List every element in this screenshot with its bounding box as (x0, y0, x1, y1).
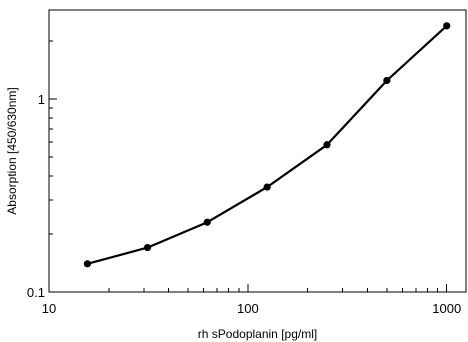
x-axis-label: rh sPodoplanin [pg/ml] (198, 327, 317, 341)
series (83, 22, 451, 268)
x-tick-label: 10 (42, 301, 56, 316)
plot-frame (48, 9, 467, 293)
data-point (203, 218, 211, 226)
data-point (143, 243, 152, 252)
axes (48, 9, 467, 293)
ticks: 10 100 1000 0.1 1 (27, 40, 461, 316)
y-axis-label: Absorption [450/630nm] (5, 87, 19, 214)
data-point (323, 141, 331, 149)
data-point (83, 260, 92, 268)
data-point (263, 183, 271, 191)
y-tick-label: 0.1 (27, 285, 45, 300)
series-line (87, 24, 448, 265)
x-tick-label: 100 (237, 301, 259, 316)
data-point (383, 76, 391, 85)
x-tick-label: 1000 (432, 301, 461, 316)
y-tick-label: 1 (38, 92, 45, 107)
data-point (443, 22, 451, 30)
